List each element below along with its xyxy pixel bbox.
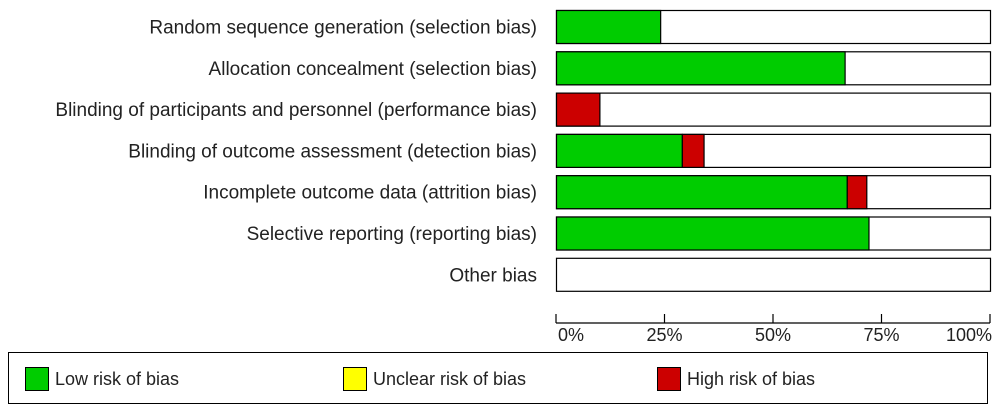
x-tick-label: 50% [755,325,791,345]
domain-label: Selective reporting (reporting bias) [247,224,537,245]
x-tick-label: 75% [863,325,899,345]
domain-label: Allocation concealment (selection bias) [209,59,537,80]
bar-track [555,257,992,292]
bar-segment-high [846,175,868,210]
x-tick-label: 100% [946,325,992,345]
domain-rows: Random sequence generation (selection bi… [55,9,992,292]
x-axis: 0% 25% 50% 75% 100% [555,314,992,345]
bar-segment-high [555,92,601,127]
bar-track [555,92,992,127]
legend-item-unclear: Unclear risk of bias [343,366,526,392]
legend-label-low: Low risk of bias [55,368,180,389]
domain-label: Random sequence generation (selection bi… [149,18,537,39]
legend-item-low: Low risk of bias [25,366,179,392]
domain-label: Incomplete outcome data (attrition bias) [203,183,537,204]
risk-of-bias-chart: Random sequence generation (selection bi… [55,9,992,345]
bar-segment-high [681,133,705,168]
legend-label-unclear: Unclear risk of bias [373,368,527,389]
x-tick-label: 0% [558,325,584,345]
domain-label: Blinding of outcome assessment (detectio… [128,141,537,162]
domain-label: Other bias [449,265,537,286]
bar-segment-low [555,216,870,251]
legend-swatch-unclear [343,367,367,391]
bar-segment-low [555,9,662,45]
legend-item-high: High risk of bias [657,366,815,392]
bar-segment-low [555,175,848,210]
bar-segment-low [555,51,846,86]
legend-swatch-high [657,367,681,391]
legend-swatch-low [25,367,49,391]
bar-segment-low [555,133,683,168]
legend-label-high: High risk of bias [687,368,816,389]
x-tick-label: 25% [646,325,682,345]
domain-label: Blinding of participants and personnel (… [55,100,537,121]
legend: Low risk of bias Unclear risk of bias Hi… [8,352,988,404]
